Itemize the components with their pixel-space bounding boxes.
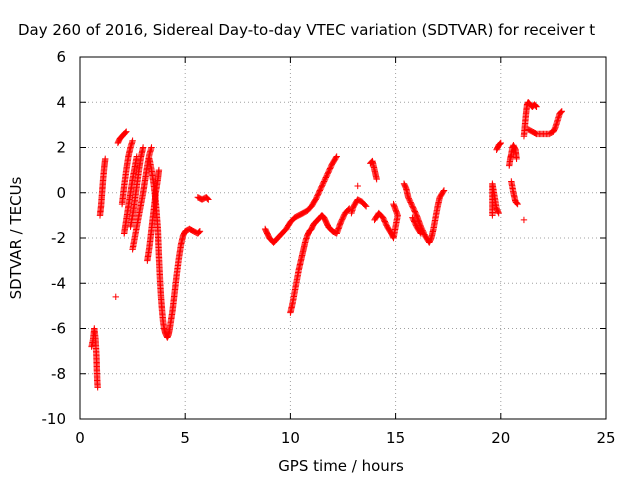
chart-title: Day 260 of 2016, Sidereal Day-to-day VTE… bbox=[18, 21, 595, 39]
data-point bbox=[440, 187, 448, 194]
data-track bbox=[520, 99, 540, 140]
data-track bbox=[261, 153, 340, 246]
data-point bbox=[496, 141, 503, 148]
data-point bbox=[333, 153, 340, 160]
data-point bbox=[513, 199, 520, 206]
data-track bbox=[146, 155, 204, 341]
x-tick-label: 20 bbox=[491, 429, 510, 447]
data-point bbox=[203, 194, 211, 202]
x-tick-label: 15 bbox=[386, 429, 405, 447]
data-point bbox=[514, 200, 521, 208]
data-point bbox=[122, 129, 129, 136]
data-point bbox=[196, 228, 203, 236]
y-tick-label: 4 bbox=[56, 93, 66, 111]
data-track bbox=[371, 200, 401, 242]
axis-ticks bbox=[79, 56, 607, 420]
data-track bbox=[489, 180, 502, 219]
data-point bbox=[494, 208, 502, 216]
data-point bbox=[557, 109, 564, 117]
y-tick-label: -4 bbox=[51, 274, 66, 292]
y-tick-label: -10 bbox=[42, 410, 67, 428]
data-point bbox=[362, 203, 370, 210]
data-point bbox=[532, 102, 540, 110]
data-track bbox=[524, 108, 566, 138]
data-track bbox=[194, 194, 212, 203]
data-point bbox=[129, 137, 136, 144]
data-track bbox=[367, 157, 380, 183]
data-track bbox=[493, 139, 504, 153]
data-point bbox=[354, 182, 361, 190]
data-point bbox=[558, 108, 566, 115]
data-track bbox=[127, 144, 147, 230]
data-point bbox=[205, 196, 212, 203]
data-point bbox=[373, 175, 380, 183]
data-point bbox=[417, 230, 425, 237]
x-tick-label: 10 bbox=[281, 429, 300, 447]
data-point bbox=[204, 195, 211, 202]
data-track bbox=[118, 137, 136, 208]
data-point bbox=[332, 154, 340, 161]
data-point bbox=[440, 188, 447, 195]
y-tick-label: -6 bbox=[51, 320, 66, 338]
data-point bbox=[195, 229, 202, 236]
y-tick-label: 0 bbox=[56, 184, 66, 202]
data-point bbox=[121, 129, 129, 137]
data-track bbox=[409, 214, 425, 237]
y-axis-label: SDTVAR / TECUs bbox=[7, 176, 25, 299]
data-point bbox=[112, 293, 119, 301]
data-point bbox=[513, 155, 520, 163]
data-point bbox=[94, 384, 101, 391]
data-track bbox=[88, 325, 101, 391]
data-point bbox=[196, 228, 204, 235]
data-point bbox=[520, 216, 528, 224]
x-axis-label: GPS time / hours bbox=[278, 457, 404, 475]
data-point bbox=[155, 166, 163, 174]
data-point bbox=[139, 144, 147, 151]
data-track bbox=[354, 182, 361, 190]
data-point bbox=[496, 140, 504, 147]
data-point bbox=[390, 200, 397, 208]
y-tick-label: 2 bbox=[56, 139, 66, 157]
x-tick-label: 0 bbox=[75, 429, 85, 447]
data-track bbox=[112, 293, 119, 301]
data-track bbox=[400, 180, 448, 246]
data-point bbox=[102, 155, 109, 163]
data-track bbox=[114, 128, 130, 147]
data-point bbox=[416, 229, 424, 236]
data-point bbox=[123, 128, 130, 135]
data-track bbox=[508, 178, 521, 208]
x-tick-labels: 0 5 10 15 20 25 bbox=[75, 429, 615, 447]
data-point bbox=[362, 202, 369, 209]
data-track bbox=[520, 216, 528, 224]
x-tick-label: 25 bbox=[596, 429, 615, 447]
data-track bbox=[287, 205, 353, 316]
data-point bbox=[531, 102, 539, 109]
y-tick-label: -2 bbox=[51, 229, 66, 247]
data-points bbox=[88, 99, 566, 391]
data-track bbox=[348, 196, 370, 217]
y-tick-label: -8 bbox=[51, 365, 66, 383]
y-tick-label: 6 bbox=[56, 48, 66, 66]
data-point bbox=[497, 139, 504, 147]
data-track bbox=[96, 155, 109, 219]
data-point bbox=[533, 103, 540, 110]
x-tick-label: 5 bbox=[180, 429, 190, 447]
data-point bbox=[513, 200, 521, 207]
y-tick-labels: -10 -8 -6 -4 -2 0 2 4 6 bbox=[42, 48, 67, 428]
data-point bbox=[495, 209, 502, 217]
data-point bbox=[148, 144, 155, 151]
data-track bbox=[506, 142, 520, 169]
data-point bbox=[557, 108, 565, 116]
